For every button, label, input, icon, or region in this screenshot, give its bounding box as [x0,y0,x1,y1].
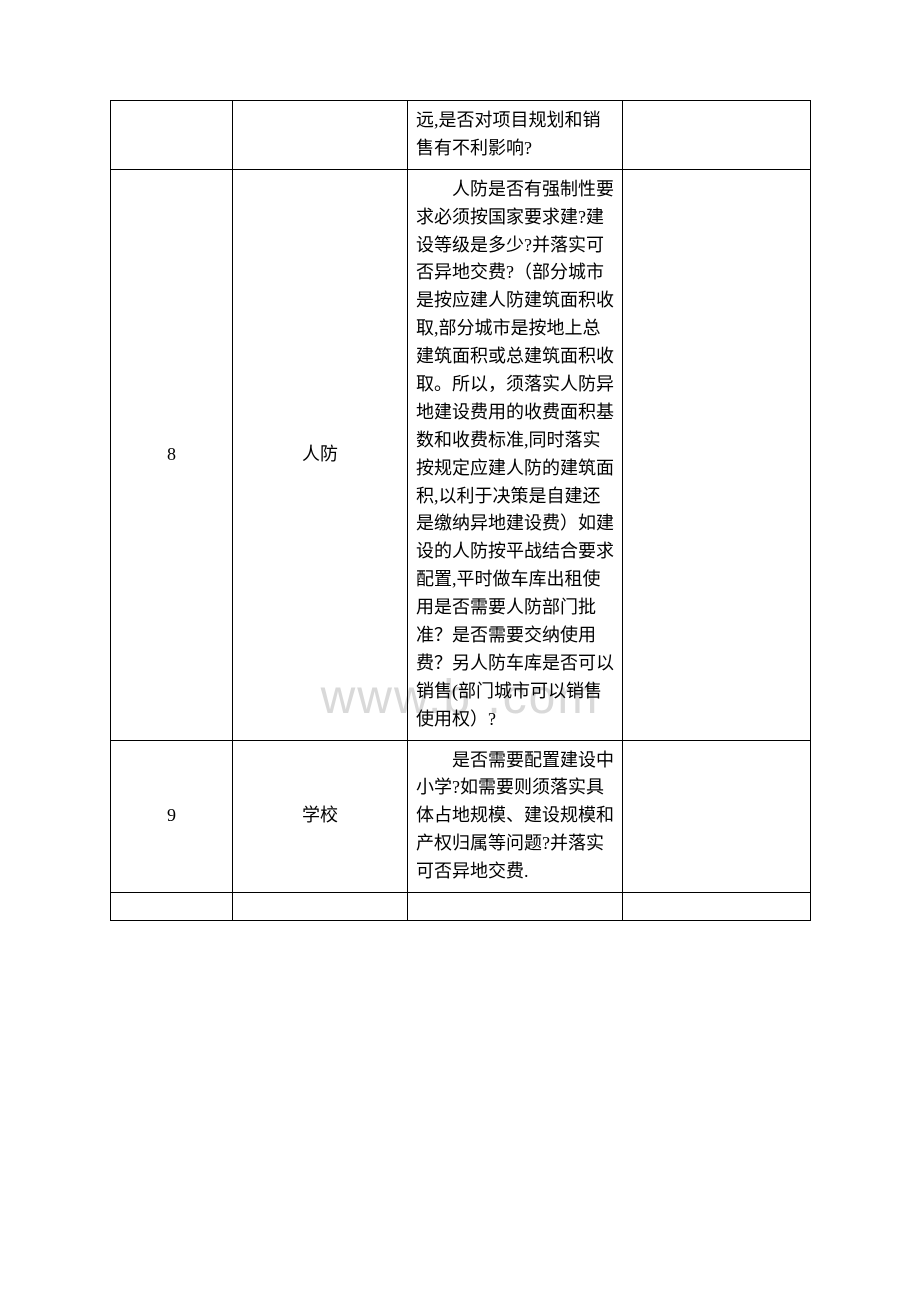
cell-remark [623,893,811,921]
cell-content: 是否需要配置建设中小学?如需要则须落实具体占地规模、建设规模和产权归属等问题?并… [408,740,623,892]
cell-remark [623,169,811,740]
cell-category [233,101,408,170]
cell-content [408,893,623,921]
table-row: 8 人防 人防是否有强制性要求必须按国家要求建?建设等级是多少?并落实可否异地交… [111,169,811,740]
table-row: 9 学校 是否需要配置建设中小学?如需要则须落实具体占地规模、建设规模和产权归属… [111,740,811,892]
cell-category: 学校 [233,740,408,892]
cell-number [111,893,233,921]
cell-remark [623,740,811,892]
cell-category [233,893,408,921]
table-row [111,893,811,921]
cell-category: 人防 [233,169,408,740]
cell-content: 远,是否对项目规划和销售有不利影响? [408,101,623,170]
cell-number [111,101,233,170]
table-row: 远,是否对项目规划和销售有不利影响? [111,101,811,170]
cell-content: 人防是否有强制性要求必须按国家要求建?建设等级是多少?并落实可否异地交费?（部分… [408,169,623,740]
cell-remark [623,101,811,170]
document-table: 远,是否对项目规划和销售有不利影响? 8 人防 人防是否有强制性要求必须按国家要… [110,100,811,921]
cell-number: 9 [111,740,233,892]
cell-number: 8 [111,169,233,740]
